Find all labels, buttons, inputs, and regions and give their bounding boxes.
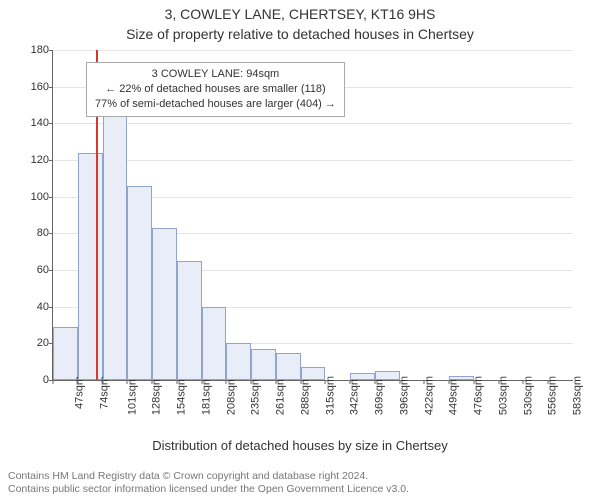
- histogram-bar: [449, 376, 474, 380]
- x-tick-label: 396sqm: [398, 376, 410, 415]
- x-tick-mark: [473, 380, 474, 384]
- x-tick-mark: [350, 380, 351, 384]
- histogram-bar: [276, 353, 301, 381]
- x-tick-label: 288sqm: [299, 376, 311, 415]
- x-tick-mark: [226, 380, 227, 384]
- x-tick-label: 128sqm: [151, 376, 163, 415]
- x-tick-mark: [399, 380, 400, 384]
- gridline: [53, 123, 573, 124]
- y-tick-label: 160: [19, 81, 49, 93]
- x-axis-label: Distribution of detached houses by size …: [0, 438, 600, 453]
- x-tick-mark: [152, 380, 153, 384]
- x-tick-mark: [102, 380, 103, 384]
- x-tick-mark: [53, 380, 54, 384]
- attribution-line2: Contains public sector information licen…: [8, 483, 409, 496]
- y-tick-label: 80: [19, 227, 49, 239]
- x-tick-mark: [424, 380, 425, 384]
- annotation-line1: 3 COWLEY LANE: 94sqm: [95, 67, 336, 82]
- y-tick-mark: [49, 87, 53, 88]
- title-subtitle: Size of property relative to detached ho…: [0, 26, 600, 42]
- x-tick-mark: [77, 380, 78, 384]
- y-tick-label: 0: [19, 374, 49, 386]
- x-tick-label: 261sqm: [275, 376, 287, 415]
- x-tick-mark: [201, 380, 202, 384]
- y-tick-mark: [49, 123, 53, 124]
- attribution-line1: Contains HM Land Registry data © Crown c…: [8, 470, 409, 483]
- histogram-bar: [251, 349, 276, 380]
- x-tick-label: 181sqm: [200, 376, 212, 415]
- x-tick-label: 369sqm: [374, 376, 386, 415]
- gridline: [53, 160, 573, 161]
- y-tick-mark: [49, 197, 53, 198]
- histogram-bar: [350, 373, 375, 380]
- histogram-bar: [177, 261, 202, 380]
- x-tick-label: 101sqm: [126, 376, 138, 415]
- x-tick-label: 235sqm: [250, 376, 262, 415]
- histogram-bar: [78, 153, 103, 380]
- y-tick-mark: [49, 50, 53, 51]
- x-tick-label: 422sqm: [423, 376, 435, 415]
- x-tick-mark: [449, 380, 450, 384]
- y-tick-mark: [49, 160, 53, 161]
- x-tick-mark: [374, 380, 375, 384]
- x-tick-mark: [523, 380, 524, 384]
- x-tick-label: 449sqm: [448, 376, 460, 415]
- y-tick-label: 60: [19, 264, 49, 276]
- histogram-bar: [103, 81, 128, 380]
- x-tick-mark: [300, 380, 301, 384]
- x-tick-mark: [275, 380, 276, 384]
- x-tick-label: 503sqm: [498, 376, 510, 415]
- histogram-bar: [127, 186, 152, 380]
- x-tick-label: 342sqm: [349, 376, 361, 415]
- x-tick-mark: [127, 380, 128, 384]
- title-address: 3, COWLEY LANE, CHERTSEY, KT16 9HS: [0, 6, 600, 22]
- attribution-text: Contains HM Land Registry data © Crown c…: [8, 470, 409, 496]
- histogram-bar: [152, 228, 177, 380]
- x-tick-mark: [325, 380, 326, 384]
- y-tick-label: 180: [19, 44, 49, 56]
- histogram-bar: [53, 327, 78, 380]
- y-tick-label: 40: [19, 301, 49, 313]
- annotation-line2: ← 22% of detached houses are smaller (11…: [95, 82, 336, 97]
- y-tick-label: 120: [19, 154, 49, 166]
- x-tick-mark: [176, 380, 177, 384]
- y-tick-label: 100: [19, 191, 49, 203]
- y-tick-label: 140: [19, 117, 49, 129]
- x-tick-label: 315sqm: [324, 376, 336, 415]
- y-tick-mark: [49, 233, 53, 234]
- histogram-bar: [226, 343, 251, 380]
- x-tick-mark: [251, 380, 252, 384]
- histogram-bar: [375, 371, 400, 380]
- histogram-bar: [202, 307, 227, 380]
- x-tick-label: 208sqm: [225, 376, 237, 415]
- y-tick-mark: [49, 307, 53, 308]
- annotation-box: 3 COWLEY LANE: 94sqm ← 22% of detached h…: [86, 62, 345, 117]
- x-tick-label: 583sqm: [572, 376, 584, 415]
- x-tick-label: 154sqm: [176, 376, 188, 415]
- x-tick-label: 556sqm: [547, 376, 559, 415]
- x-tick-label: 47sqm: [74, 376, 86, 409]
- annotation-line3: 77% of semi-detached houses are larger (…: [95, 97, 336, 112]
- y-tick-label: 20: [19, 337, 49, 349]
- x-tick-label: 530sqm: [522, 376, 534, 415]
- x-tick-mark: [498, 380, 499, 384]
- x-tick-mark: [548, 380, 549, 384]
- gridline: [53, 50, 573, 51]
- histogram-bar: [301, 367, 326, 380]
- y-tick-mark: [49, 270, 53, 271]
- x-tick-label: 74sqm: [98, 376, 110, 409]
- x-tick-label: 476sqm: [473, 376, 485, 415]
- chart-container: 3, COWLEY LANE, CHERTSEY, KT16 9HS Size …: [0, 0, 600, 500]
